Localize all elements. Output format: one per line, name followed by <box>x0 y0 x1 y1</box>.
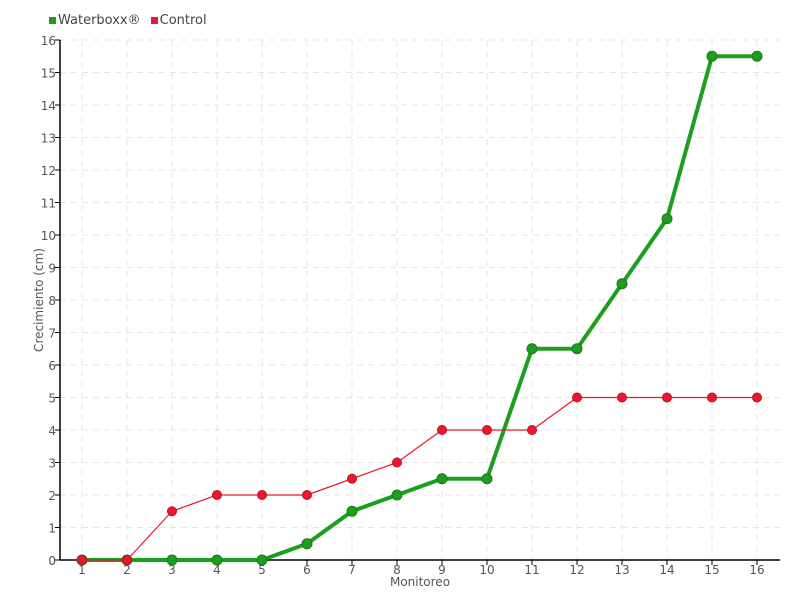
y-tick-label: 0 <box>48 554 56 568</box>
y-tick-label: 16 <box>41 34 56 48</box>
grid <box>60 39 780 560</box>
x-tick-label: 9 <box>438 563 446 577</box>
legend-item-control[interactable]: Control <box>150 13 207 28</box>
legend: Waterboxx® Control <box>49 13 213 28</box>
data-point <box>212 490 222 500</box>
data-point <box>707 392 717 403</box>
x-tick-label: 12 <box>569 563 584 577</box>
y-tick-label: 15 <box>41 67 56 81</box>
y-axis-label: Crecimiento (cm) <box>32 248 46 352</box>
legend-swatch <box>49 17 56 24</box>
data-point <box>166 554 178 566</box>
series-line <box>82 54 757 562</box>
x-tick-label: 7 <box>348 563 356 577</box>
data-point <box>302 490 312 500</box>
data-point <box>661 213 673 225</box>
x-tick-label: 2 <box>123 563 131 577</box>
data-point <box>392 457 402 468</box>
y-tick-label: 4 <box>48 424 56 438</box>
data-point <box>347 473 357 484</box>
data-point <box>77 555 87 565</box>
series-control <box>77 392 762 565</box>
data-point <box>122 555 132 565</box>
data-point <box>346 505 358 517</box>
data-point <box>706 50 718 62</box>
legend-label: Waterboxx® <box>58 13 141 28</box>
x-tick-label: 6 <box>303 563 311 577</box>
data-point <box>572 392 582 403</box>
y-tick-label: 11 <box>41 197 56 211</box>
data-point <box>436 473 448 485</box>
data-point <box>301 538 313 550</box>
x-tick-label: 16 <box>749 563 764 577</box>
series <box>76 50 763 566</box>
series-waterboxx <box>76 50 763 566</box>
y-tick-label: 13 <box>41 132 56 146</box>
data-point <box>526 343 538 355</box>
data-point <box>167 506 177 517</box>
data-point <box>752 392 762 403</box>
x-tick-label: 4 <box>213 563 221 577</box>
data-point <box>437 425 447 435</box>
data-point <box>256 554 268 566</box>
data-point <box>527 425 537 435</box>
data-point <box>391 489 403 501</box>
y-tick-label: 6 <box>48 359 56 373</box>
y-tick-label: 12 <box>41 164 56 178</box>
data-point <box>211 554 223 566</box>
y-tick-label: 14 <box>41 99 56 113</box>
x-tick-label: 10 <box>479 563 494 577</box>
x-tick-label: 15 <box>704 563 719 577</box>
x-tick-label: 1 <box>78 563 86 577</box>
y-tick-label: 3 <box>48 457 56 471</box>
x-tick-label: 3 <box>168 563 176 577</box>
x-tick-label: 11 <box>524 563 539 577</box>
y-tick-label: 8 <box>48 294 56 308</box>
legend-swatch <box>150 17 158 24</box>
y-tick-label: 9 <box>48 262 56 276</box>
x-tick-label: 5 <box>258 563 266 577</box>
legend-label: Control <box>159 13 207 28</box>
y-tick-label: 2 <box>48 489 56 503</box>
x-axis-label: Monitoreo <box>390 575 450 589</box>
data-point <box>751 50 763 62</box>
x-tick-label: 8 <box>393 563 401 577</box>
data-point <box>257 490 267 500</box>
data-point <box>482 425 492 435</box>
legend-item-waterboxx[interactable]: Waterboxx® <box>49 13 141 28</box>
data-point <box>616 278 628 290</box>
y-tick-label: 1 <box>48 522 56 536</box>
data-point <box>662 392 672 403</box>
y-tick-label: 7 <box>48 327 56 341</box>
data-point <box>617 392 627 403</box>
x-tick-label: 14 <box>659 563 674 577</box>
data-point <box>571 343 583 355</box>
y-tick-label: 5 <box>48 392 56 406</box>
x-tick-label: 13 <box>614 563 629 577</box>
y-tick-label: 10 <box>41 229 56 243</box>
series-line <box>82 396 757 561</box>
data-point <box>481 473 493 485</box>
